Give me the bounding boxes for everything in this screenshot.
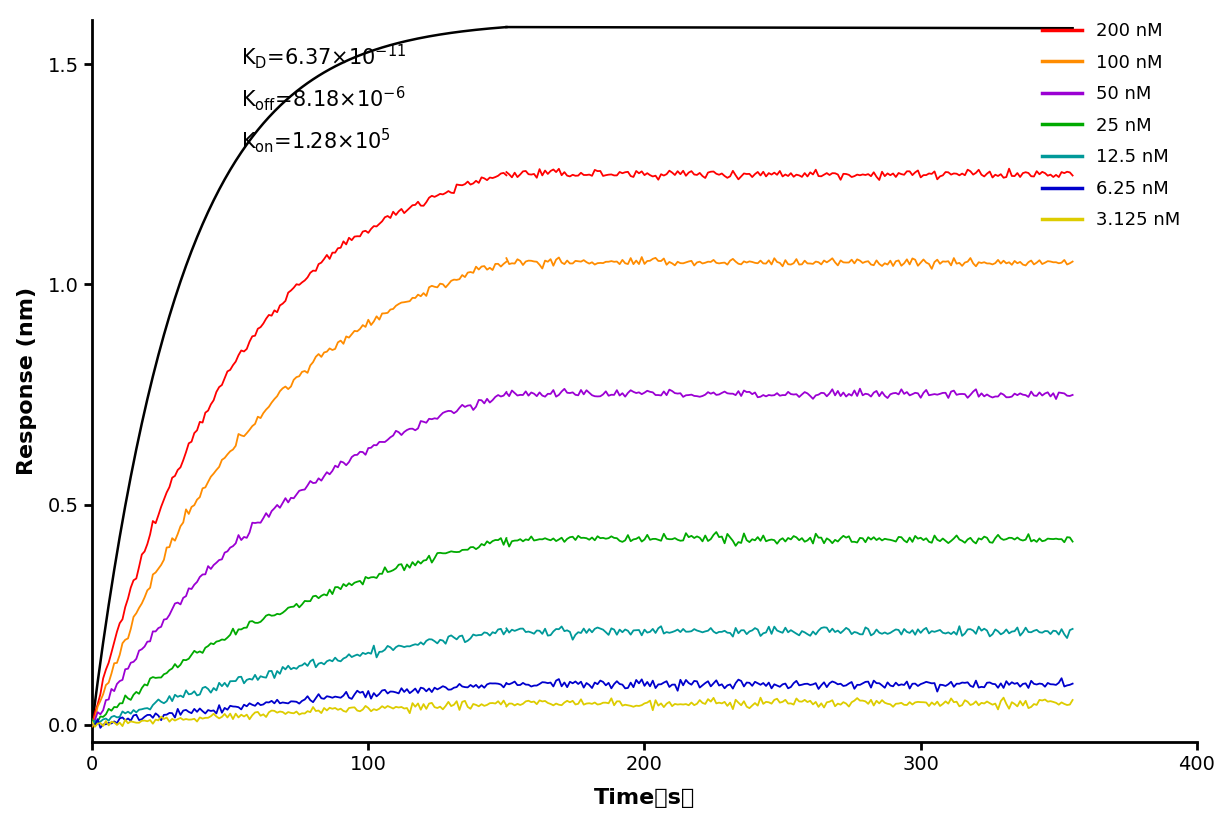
Legend: 200 nM, 100 nM, 50 nM, 25 nM, 12.5 nM, 6.25 nM, 3.125 nM: 200 nM, 100 nM, 50 nM, 25 nM, 12.5 nM, 6… [1035, 15, 1188, 237]
25 nM [377, 563, 392, 573]
25 nM [499, 533, 514, 543]
50 nM [336, 458, 351, 468]
12.5 nM [494, 624, 509, 634]
6.25 nM [234, 705, 249, 714]
200 nM [286, 283, 301, 293]
50 nM [347, 450, 362, 460]
6.25 nM [339, 687, 354, 697]
25 nM [350, 577, 365, 587]
100 nM [490, 259, 505, 269]
200 nM [336, 237, 351, 247]
3.125 nM [290, 706, 304, 716]
200 nM [232, 351, 246, 361]
Line: 3.125 nM: 3.125 nM [92, 700, 506, 727]
3.125 nM [350, 705, 365, 715]
200 nM [85, 720, 100, 730]
6.25 nM [85, 719, 100, 728]
Line: 6.25 nM: 6.25 nM [92, 683, 506, 728]
X-axis label: Time（s）: Time（s） [594, 789, 695, 808]
100 nM [375, 309, 389, 318]
3.125 nM [494, 700, 509, 710]
3.125 nM [499, 700, 514, 710]
Line: 100 nM: 100 nM [92, 262, 506, 727]
100 nM [347, 326, 362, 336]
100 nM [336, 339, 351, 349]
50 nM [85, 719, 100, 729]
12.5 nM [336, 653, 351, 663]
3.125 nM [339, 707, 354, 717]
25 nM [290, 599, 304, 609]
6.25 nM [350, 686, 365, 695]
3.125 nM [85, 717, 100, 727]
50 nM [286, 493, 301, 503]
3.125 nM [496, 695, 511, 705]
3.125 nM [377, 703, 392, 713]
Line: 50 nM: 50 nM [92, 392, 506, 724]
Text: K$_{\mathrm{D}}$=6.37×10$^{-11}$
K$_{\mathrm{off}}$=8.18×10$^{-6}$
K$_{\mathrm{o: K$_{\mathrm{D}}$=6.37×10$^{-11}$ K$_{\ma… [241, 42, 407, 155]
3.125 nM [234, 710, 249, 719]
200 nM [496, 168, 511, 178]
100 nM [499, 257, 514, 266]
Line: 200 nM: 200 nM [92, 173, 506, 725]
12.5 nM [490, 625, 505, 634]
Line: 12.5 nM: 12.5 nM [92, 629, 506, 724]
6.25 nM [499, 678, 514, 688]
100 nM [232, 429, 246, 439]
25 nM [234, 625, 249, 634]
6.25 nM [290, 697, 304, 707]
200 nM [499, 170, 514, 180]
50 nM [375, 437, 389, 447]
25 nM [87, 720, 102, 730]
25 nM [494, 533, 509, 543]
50 nM [490, 390, 505, 400]
6.25 nM [494, 680, 509, 690]
25 nM [85, 714, 100, 724]
6.25 nM [92, 723, 107, 733]
200 nM [490, 171, 505, 181]
Line: 25 nM: 25 nM [92, 538, 506, 725]
200 nM [347, 232, 362, 242]
100 nM [85, 722, 100, 732]
12.5 nM [232, 672, 246, 682]
50 nM [232, 530, 246, 540]
12.5 nM [347, 651, 362, 661]
3.125 nM [87, 722, 102, 732]
12.5 nM [85, 719, 100, 729]
100 nM [286, 375, 301, 384]
6.25 nM [377, 685, 392, 695]
200 nM [375, 216, 389, 226]
12.5 nM [286, 662, 301, 672]
50 nM [499, 387, 514, 397]
12.5 nM [375, 647, 389, 657]
12.5 nM [499, 625, 514, 635]
25 nM [339, 582, 354, 592]
Y-axis label: Response (nm): Response (nm) [17, 287, 37, 475]
